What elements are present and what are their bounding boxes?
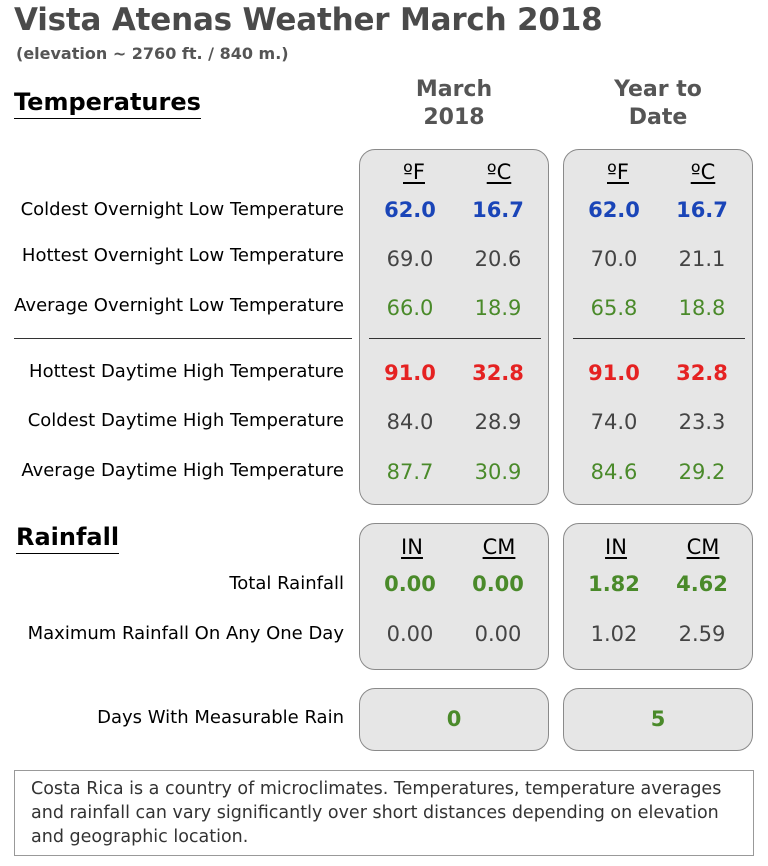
month-temperature-panel [359, 149, 549, 505]
cell-value: 2.59 [678, 622, 726, 646]
ytd-column-header-line1: Year to [614, 77, 702, 102]
cell-value: 30.9 [474, 460, 522, 484]
month-rain-days-value: 0 [446, 707, 462, 731]
cell-value: 16.7 [472, 198, 524, 222]
cell-value: 70.0 [590, 247, 638, 271]
cell-value: 66.0 [386, 296, 434, 320]
month-unit-fahrenheit: ºF [403, 160, 425, 184]
ytd-rain-days-panel [563, 688, 753, 751]
ytd-unit-celsius: ºC [690, 160, 716, 184]
ytd-divider [573, 338, 745, 339]
cell-value: 20.6 [474, 247, 522, 271]
cell-value: 84.0 [386, 410, 434, 434]
row-label: Coldest Daytime High Temperature [27, 410, 344, 431]
row-label: Days With Measurable Rain [97, 707, 344, 728]
ytd-column-header: Year to Date [563, 76, 753, 132]
cell-value: 28.9 [474, 410, 522, 434]
month-column-header: March 2018 [359, 76, 549, 132]
cell-value: 69.0 [386, 247, 434, 271]
row-label: Average Overnight Low Temperature [14, 295, 344, 316]
ytd-rain-days-value: 5 [650, 707, 666, 731]
cell-value: 91.0 [588, 361, 640, 385]
cell-value: 65.8 [590, 296, 638, 320]
cell-value: 32.8 [472, 361, 524, 385]
month-divider [369, 338, 541, 339]
row-label: Average Daytime High Temperature [21, 460, 344, 481]
ytd-rainfall-panel [563, 523, 753, 670]
month-rainfall-panel [359, 523, 549, 670]
month-rain-days-panel [359, 688, 549, 751]
cell-value: 1.82 [588, 572, 640, 596]
label-divider [14, 338, 352, 339]
row-label: Maximum Rainfall On Any One Day [27, 623, 344, 644]
cell-value: 18.8 [678, 296, 726, 320]
cell-value: 16.7 [676, 198, 728, 222]
cell-value: 0.00 [386, 622, 434, 646]
cell-value: 74.0 [590, 410, 638, 434]
cell-value: 23.3 [678, 410, 726, 434]
cell-value: 84.6 [590, 460, 638, 484]
row-label: Coldest Overnight Low Temperature [20, 199, 344, 220]
page-subtitle: (elevation ~ 2760 ft. / 840 m.) [16, 44, 289, 63]
ytd-temperature-panel [563, 149, 753, 505]
month-unit-inches: IN [401, 535, 423, 559]
cell-value: 18.9 [474, 296, 522, 320]
ytd-unit-inches: IN [605, 535, 627, 559]
ytd-unit-fahrenheit: ºF [607, 160, 629, 184]
cell-value: 91.0 [384, 361, 436, 385]
cell-value: 62.0 [588, 198, 640, 222]
page-title: Vista Atenas Weather March 2018 [14, 2, 603, 38]
cell-value: 0.00 [472, 572, 524, 596]
cell-value: 87.7 [386, 460, 434, 484]
cell-value: 32.8 [676, 361, 728, 385]
row-label: Total Rainfall [229, 573, 344, 594]
cell-value: 4.62 [676, 572, 728, 596]
month-column-header-line2: 2018 [423, 105, 485, 130]
month-unit-celsius: ºC [486, 160, 512, 184]
rainfall-heading: Rainfall [16, 523, 120, 554]
microclimate-note: Costa Rica is a country of microclimates… [14, 770, 754, 856]
ytd-unit-centimeters: CM [686, 535, 720, 559]
row-label: Hottest Daytime High Temperature [29, 361, 344, 382]
cell-value: 62.0 [384, 198, 436, 222]
temperatures-heading: Temperatures [14, 88, 201, 119]
cell-value: 29.2 [678, 460, 726, 484]
month-column-header-line1: March [415, 77, 493, 102]
row-label: Hottest Overnight Low Temperature [21, 245, 344, 266]
cell-value: 1.02 [590, 622, 638, 646]
cell-value: 0.00 [384, 572, 436, 596]
month-unit-centimeters: CM [482, 535, 516, 559]
cell-value: 21.1 [678, 247, 726, 271]
cell-value: 0.00 [474, 622, 522, 646]
ytd-column-header-line2: Date [628, 105, 688, 130]
